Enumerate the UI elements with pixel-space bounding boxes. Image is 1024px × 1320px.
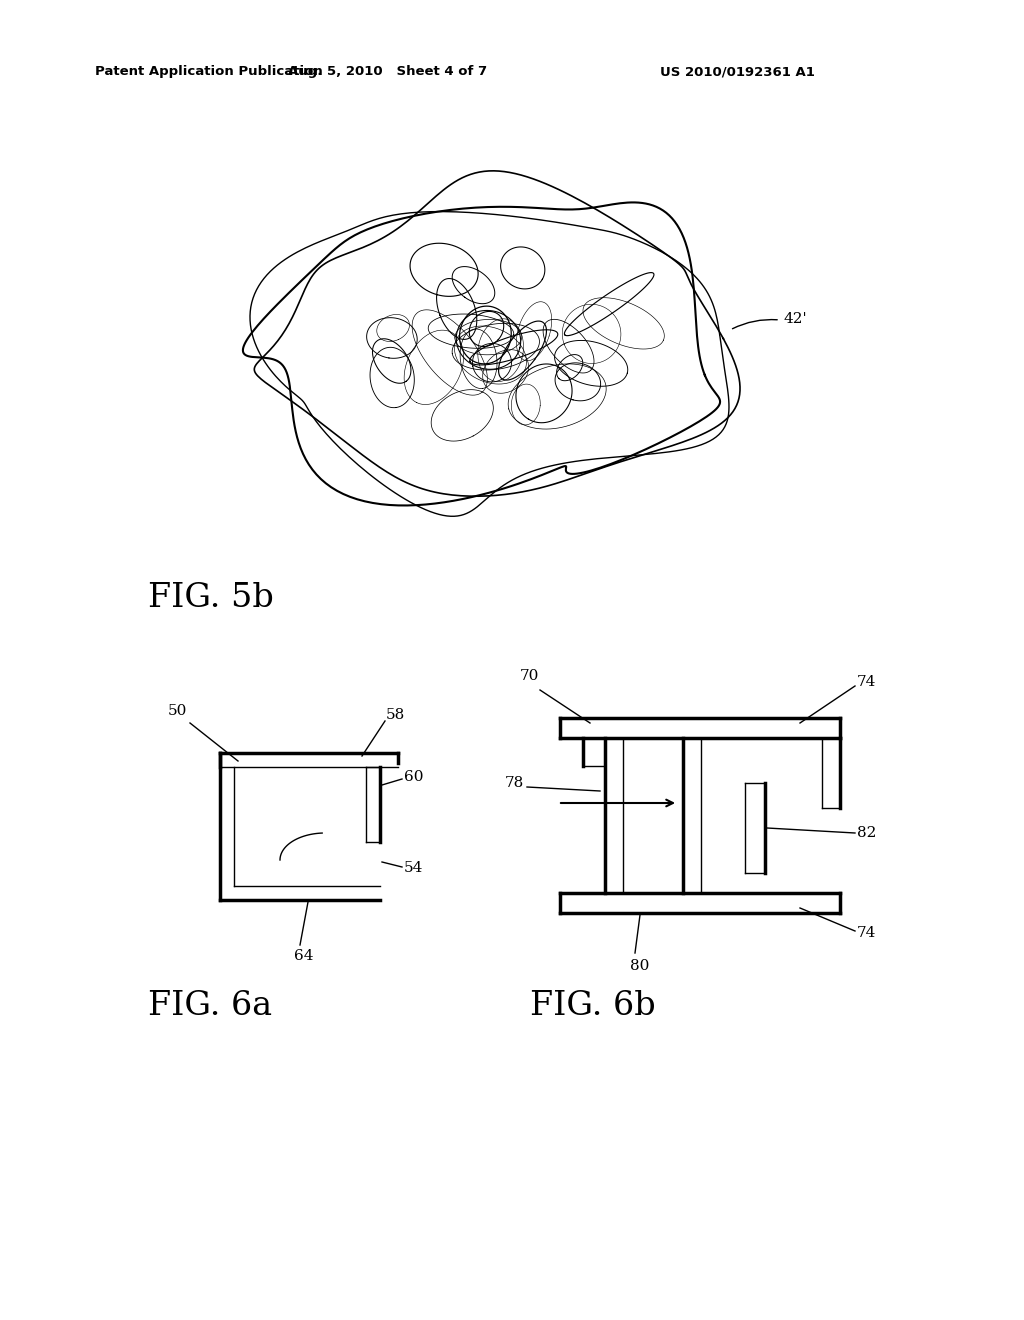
Text: 74: 74 [857,927,877,940]
Text: 74: 74 [857,675,877,689]
Text: 80: 80 [630,960,649,973]
Text: 42': 42' [783,312,807,326]
Text: Patent Application Publication: Patent Application Publication [95,66,323,78]
Text: 78: 78 [505,776,524,789]
Text: 54: 54 [404,861,423,875]
Text: FIG. 6a: FIG. 6a [148,990,272,1022]
Text: US 2010/0192361 A1: US 2010/0192361 A1 [660,66,815,78]
Text: FIG. 5b: FIG. 5b [148,582,273,614]
Text: 82: 82 [857,826,877,840]
Text: 58: 58 [386,708,406,722]
Text: 50: 50 [168,704,187,718]
Text: 64: 64 [294,949,313,964]
Text: Aug. 5, 2010   Sheet 4 of 7: Aug. 5, 2010 Sheet 4 of 7 [289,66,487,78]
Text: FIG. 6b: FIG. 6b [530,990,655,1022]
Text: 60: 60 [404,770,424,784]
Text: 70: 70 [520,669,540,682]
